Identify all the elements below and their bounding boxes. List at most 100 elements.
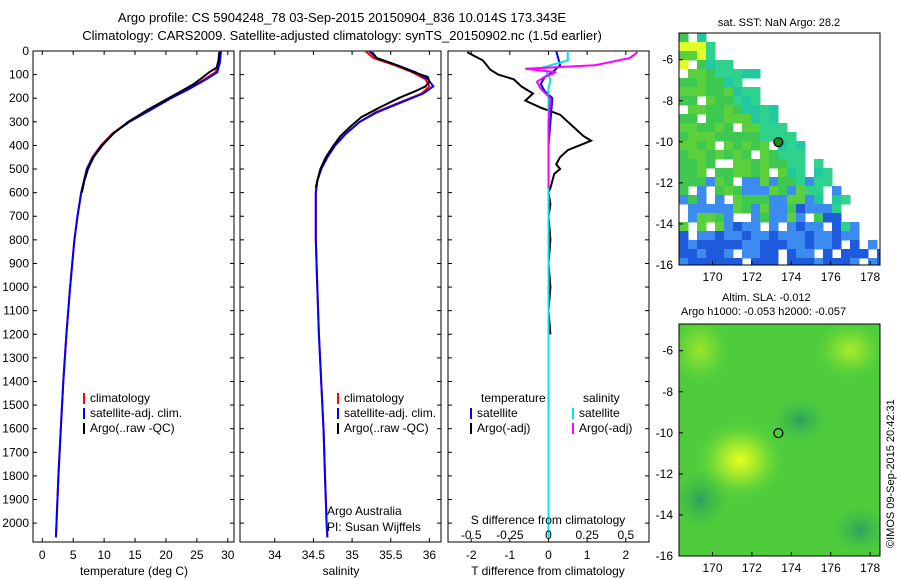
map-y-tick-label: -6: [662, 344, 673, 358]
sst-cell: [679, 132, 689, 142]
sst-cell: [814, 240, 824, 250]
sst-cell: [697, 213, 707, 223]
sst-cell: [769, 114, 779, 124]
sst-cell: [679, 168, 689, 178]
sst-cell: [715, 231, 725, 241]
legend-label: Argo(..raw -QC): [90, 421, 175, 435]
sst-cell: [679, 60, 689, 70]
sst-cell: [751, 168, 761, 178]
sst-cell: [742, 96, 752, 106]
sst-cell: [778, 231, 788, 241]
sst-cell: [724, 78, 734, 88]
series-line-satellite: [314, 51, 435, 538]
sst-cell: [778, 159, 788, 169]
sst-cell: [760, 177, 770, 187]
salinity-xlabel: salinity: [323, 564, 360, 578]
map-x-tick-label: 178: [860, 561, 880, 575]
sst-cell: [769, 150, 779, 160]
map-y-tick-label: -10: [656, 426, 674, 440]
sst-cell: [706, 231, 716, 241]
sst-cell: [796, 204, 806, 214]
y-tick-label: 1500: [2, 398, 29, 412]
sst-cell: [742, 150, 752, 160]
sst-cell: [805, 249, 815, 259]
sst-cell: [733, 114, 743, 124]
sst-cell: [688, 195, 698, 205]
sst-cell: [823, 258, 833, 265]
sst-cell: [724, 132, 734, 142]
sst-cell: [697, 87, 707, 97]
sst-cell: [778, 195, 788, 205]
sst-cell: [724, 87, 734, 97]
sst-cell: [706, 258, 716, 265]
sst-cell: [796, 195, 806, 205]
sst-cell: [832, 204, 842, 214]
sst-cell: [706, 132, 716, 142]
sst-cell: [706, 240, 716, 250]
sst-cell: [778, 141, 788, 151]
sst-cell: [706, 78, 716, 88]
sst-cell: [679, 114, 689, 124]
sst-cell: [724, 150, 734, 160]
sst-cell: [769, 186, 779, 196]
legend-label: satellite: [579, 406, 620, 420]
sst-cell: [688, 87, 698, 97]
sst-cell: [697, 150, 707, 160]
map-y-tick-label: -8: [662, 385, 673, 399]
sst-cell: [706, 141, 716, 151]
sst-cell: [715, 60, 725, 70]
sst-cell: [796, 168, 806, 178]
sst-cell: [778, 132, 788, 142]
map-y-tick-label: -14: [656, 508, 674, 522]
y-tick-label: 1000: [2, 280, 29, 294]
sst-cell: [733, 159, 743, 169]
legend-label: Argo(..raw -QC): [344, 421, 429, 435]
sst-cell: [697, 249, 707, 259]
sst-cell: [796, 240, 806, 250]
sst-cell: [733, 141, 743, 151]
sst-cell: [742, 249, 752, 259]
sst-cell: [688, 168, 698, 178]
sst-cell: [760, 195, 770, 205]
sst-cell: [859, 249, 869, 259]
sst-cell: [805, 240, 815, 250]
sst-cell: [823, 213, 833, 223]
sst-cell: [850, 258, 860, 265]
sst-cell: [724, 204, 734, 214]
map-y-tick-label: -14: [656, 217, 674, 231]
sst-cell: [769, 159, 779, 169]
sst-cell: [679, 159, 689, 169]
x-tick-label: 0: [545, 548, 552, 562]
sst-cell: [688, 177, 698, 187]
x-tick-label: 2: [622, 548, 629, 562]
y-tick-label: 1400: [2, 374, 29, 388]
sst-cell: [751, 159, 761, 169]
sla-dark-region-2: [679, 470, 728, 530]
sst-cell: [733, 96, 743, 106]
sst-cell: [706, 177, 716, 187]
sst-cell: [697, 168, 707, 178]
sst-cell: [688, 69, 698, 79]
sst-cell: [715, 114, 725, 124]
sst-cell: [805, 177, 815, 187]
sst-cell: [679, 186, 689, 196]
x-tick-label: 35.5: [379, 548, 403, 562]
sst-cell: [796, 222, 806, 232]
sst-cell: [733, 195, 743, 205]
sst-cell: [742, 132, 752, 142]
sst-cell: [778, 123, 788, 133]
sst-cell: [841, 222, 851, 232]
sst-cell: [715, 222, 725, 232]
sst-cell: [769, 177, 779, 187]
s-tick-label: -0.5: [461, 528, 482, 542]
sst-cell: [679, 249, 689, 259]
sst-cell: [760, 258, 770, 265]
sst-cell: [832, 195, 842, 205]
x-tick-label: 34.5: [302, 548, 326, 562]
sst-cell: [787, 159, 797, 169]
sst-cell: [724, 186, 734, 196]
sst-cell: [706, 249, 716, 259]
sst-cell: [751, 222, 761, 232]
sst-cell: [769, 222, 779, 232]
